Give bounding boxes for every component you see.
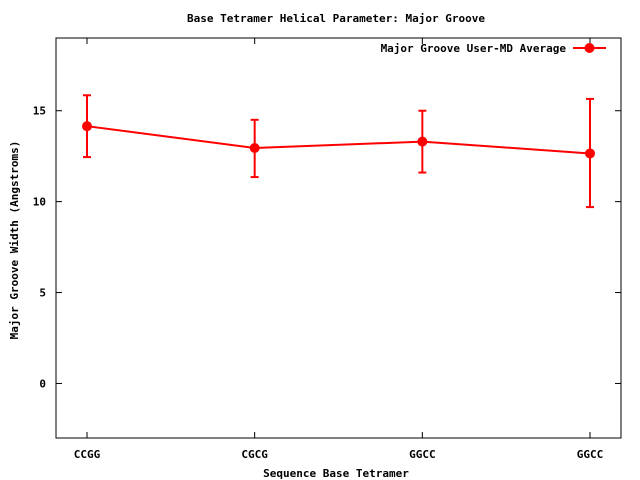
x-axis-label: Sequence Base Tetramer bbox=[263, 467, 409, 480]
x-tick-label: CCGG bbox=[74, 448, 101, 461]
x-tick-label: GGCC bbox=[577, 448, 604, 461]
data-point bbox=[249, 143, 260, 153]
legend: Major Groove User-MD Average bbox=[381, 42, 606, 55]
y-tick-label: 0 bbox=[39, 377, 46, 390]
x-axis: CCGG CGCG GGCC GGCC bbox=[74, 38, 604, 461]
y-axis: 0 5 10 15 bbox=[33, 105, 621, 390]
data-point bbox=[417, 136, 428, 147]
series-line bbox=[86, 125, 591, 155]
y-tick-label: 15 bbox=[33, 105, 46, 118]
chart-title: Base Tetramer Helical Parameter: Major G… bbox=[187, 12, 485, 25]
x-tick-label: CGCG bbox=[241, 448, 268, 461]
y-tick-label: 5 bbox=[39, 287, 46, 300]
legend-marker-swatch bbox=[584, 43, 595, 53]
series-layer bbox=[82, 94, 595, 209]
y-tick-label: 10 bbox=[33, 196, 46, 209]
data-point bbox=[82, 121, 92, 132]
y-axis-label: Major Groove Width (Angstroms) bbox=[8, 141, 21, 340]
x-tick-label: GGCC bbox=[409, 448, 436, 461]
data-point bbox=[585, 148, 595, 159]
legend-label: Major Groove User-MD Average bbox=[381, 42, 567, 55]
plot-area-frame bbox=[55, 37, 622, 439]
